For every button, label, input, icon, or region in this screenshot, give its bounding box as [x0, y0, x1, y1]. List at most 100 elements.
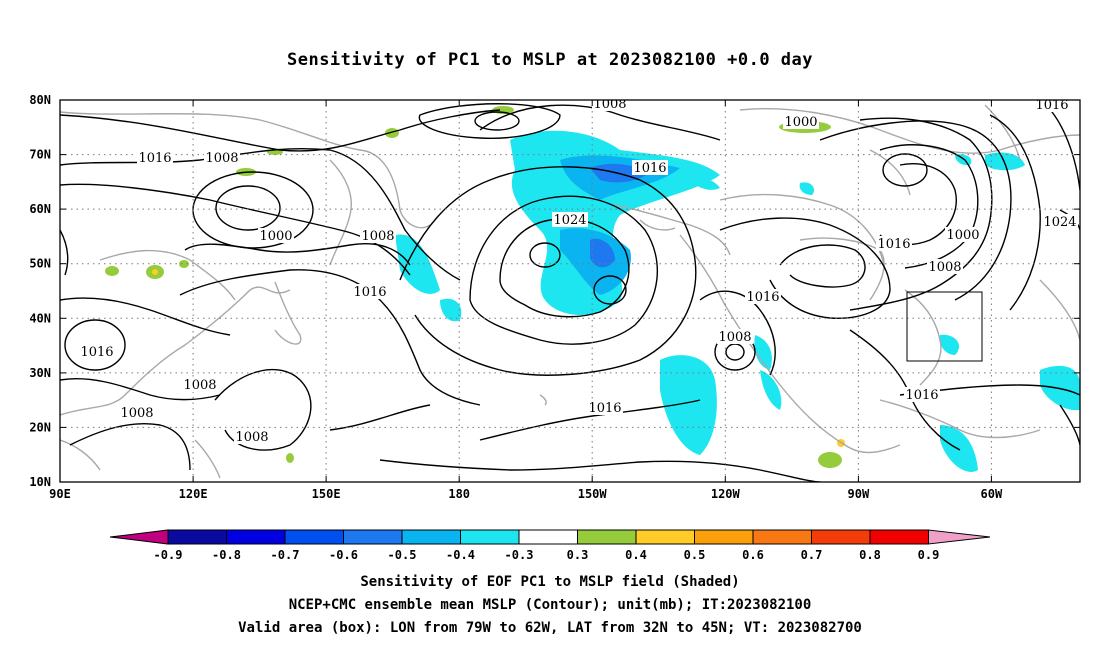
- contour-label: 1016: [80, 345, 113, 360]
- contour-label: 1024: [553, 213, 586, 228]
- contour-label: 1016: [633, 161, 666, 176]
- contour-label-bg: [592, 100, 628, 111]
- contour-label-bg: [552, 212, 588, 227]
- contour-label-bg: [745, 289, 781, 304]
- lat-tick-label: 70N: [29, 148, 51, 162]
- lon-tick-label: 120W: [711, 487, 741, 501]
- chart-title: Sensitivity of PC1 to MSLP at 2023082100…: [286, 50, 813, 70]
- lat-tick-label: 10N: [29, 475, 51, 489]
- colorbar-label: 0.3: [567, 548, 589, 562]
- contour-label-bg: [234, 429, 270, 444]
- colorbar-box: [167, 529, 227, 545]
- contour-label-bg: [182, 377, 218, 392]
- colorbar-box: [460, 529, 520, 545]
- contour-label-bg: [352, 284, 388, 299]
- colorbar-box: [226, 529, 286, 545]
- caption-valid-area: Valid area (box): LON from 79W to 62W, L…: [238, 620, 862, 636]
- colorbar-box: [635, 529, 695, 545]
- contour-label: 1008: [718, 330, 751, 345]
- contour-label-bg: [258, 228, 294, 243]
- colorbar-label: 0.7: [801, 548, 823, 562]
- colorbar-label: -0.9: [154, 548, 183, 562]
- colorbar-label: 0.6: [742, 548, 764, 562]
- caption-shaded: Sensitivity of EOF PC1 to MSLP field (Sh…: [360, 574, 740, 590]
- colorbar-max-triangle: [928, 529, 991, 545]
- contour-label-bg: [1034, 100, 1070, 112]
- colorbar-box: [518, 529, 578, 545]
- lon-tick-label: 90E: [49, 487, 71, 501]
- colorbar-box: [752, 529, 812, 545]
- contour-label: 1000: [946, 228, 979, 243]
- contour-label-bg: [360, 228, 396, 243]
- coastlines: [60, 104, 1080, 479]
- contour-label-bg: [783, 114, 819, 129]
- contour-label: 1008: [235, 430, 268, 445]
- mslp-contours: [60, 100, 1080, 482]
- colorbar-label: 0.4: [625, 548, 647, 562]
- contour-label: 1016: [877, 237, 910, 252]
- valid-area-box: [906, 291, 983, 362]
- colorbar-label: -0.6: [329, 548, 358, 562]
- colorbar-box: [401, 529, 461, 545]
- colorbar-min-triangle: [109, 529, 169, 545]
- colorbar-label: -0.7: [271, 548, 300, 562]
- colorbar-box: [869, 529, 929, 545]
- colorbar-box: [811, 529, 871, 545]
- map-frame: [59, 99, 1081, 483]
- contour-label-bg: [876, 236, 912, 251]
- contour-label: 1000: [259, 229, 292, 244]
- lat-tick-label: 20N: [29, 420, 51, 434]
- colorbar-label: 0.8: [859, 548, 881, 562]
- negative-sensitivity-shading: [395, 130, 1080, 472]
- colorbar-box: [577, 529, 637, 545]
- lat-tick-label: 40N: [29, 311, 51, 325]
- contour-label-bg: [904, 387, 940, 402]
- contour-label: 1016: [353, 285, 386, 300]
- colorbar-box: [694, 529, 754, 545]
- contour-label: 1016: [1035, 98, 1068, 113]
- lon-tick-label: 120E: [179, 487, 208, 501]
- contour-label-bg: [119, 405, 155, 420]
- contour-label: 1024: [1043, 215, 1076, 230]
- contour-label-bg: [204, 150, 240, 165]
- contour-label-bg: [79, 344, 115, 359]
- lat-tick-label: 60N: [29, 202, 51, 216]
- colorbar-label: -0.5: [388, 548, 417, 562]
- contour-label: 1008: [205, 151, 238, 166]
- contour-label: 1016: [905, 388, 938, 403]
- colorbar-label: 0.5: [684, 548, 706, 562]
- colorbar: -0.9 -0.8 -0.7 -0.6 -0.5 -0.4 -0.3 0.3 0.4 0.5 0.6…: [109, 529, 991, 562]
- colorbar-box: [343, 529, 403, 545]
- colorbar-box: [284, 529, 344, 545]
- contour-label-bg: [632, 160, 668, 175]
- lat-tick-label: 50N: [29, 257, 51, 271]
- contour-labels: 1008 1016 1000 1016 1008 1016 1000 1008 1024 1016…: [79, 97, 1078, 445]
- contour-label: 1008: [928, 260, 961, 275]
- contour-label: 1008: [120, 406, 153, 421]
- lon-tick-label: 60W: [981, 487, 1003, 501]
- lat-tick-label: 30N: [29, 366, 51, 380]
- lon-tick-label: 180: [448, 487, 470, 501]
- lat-tick-label: 80N: [29, 93, 51, 107]
- contour-label: 1008: [361, 229, 394, 244]
- contour-label-bg: [137, 150, 173, 165]
- contour-label-bg: [587, 400, 623, 415]
- lon-tick-label: 90W: [848, 487, 870, 501]
- colorbar-label: -0.8: [212, 548, 241, 562]
- colorbar-label: -0.3: [505, 548, 534, 562]
- colorbar-label: -0.4: [446, 548, 475, 562]
- contour-label: 1016: [138, 151, 171, 166]
- contour-label: 1008: [183, 378, 216, 393]
- lon-tick-label: 150E: [312, 487, 341, 501]
- contour-label: 1008: [593, 97, 626, 112]
- contour-label-bg: [927, 259, 963, 274]
- contour-label-bg: [717, 329, 753, 344]
- contour-label-bg: [945, 227, 981, 242]
- caption-contour: NCEP+CMC ensemble mean MSLP (Contour); u…: [288, 597, 812, 613]
- contour-label: 1016: [746, 290, 779, 305]
- colorbar-label: 0.9: [918, 548, 940, 562]
- contour-label-bg: [1042, 214, 1078, 229]
- contour-label: 1016: [588, 401, 621, 416]
